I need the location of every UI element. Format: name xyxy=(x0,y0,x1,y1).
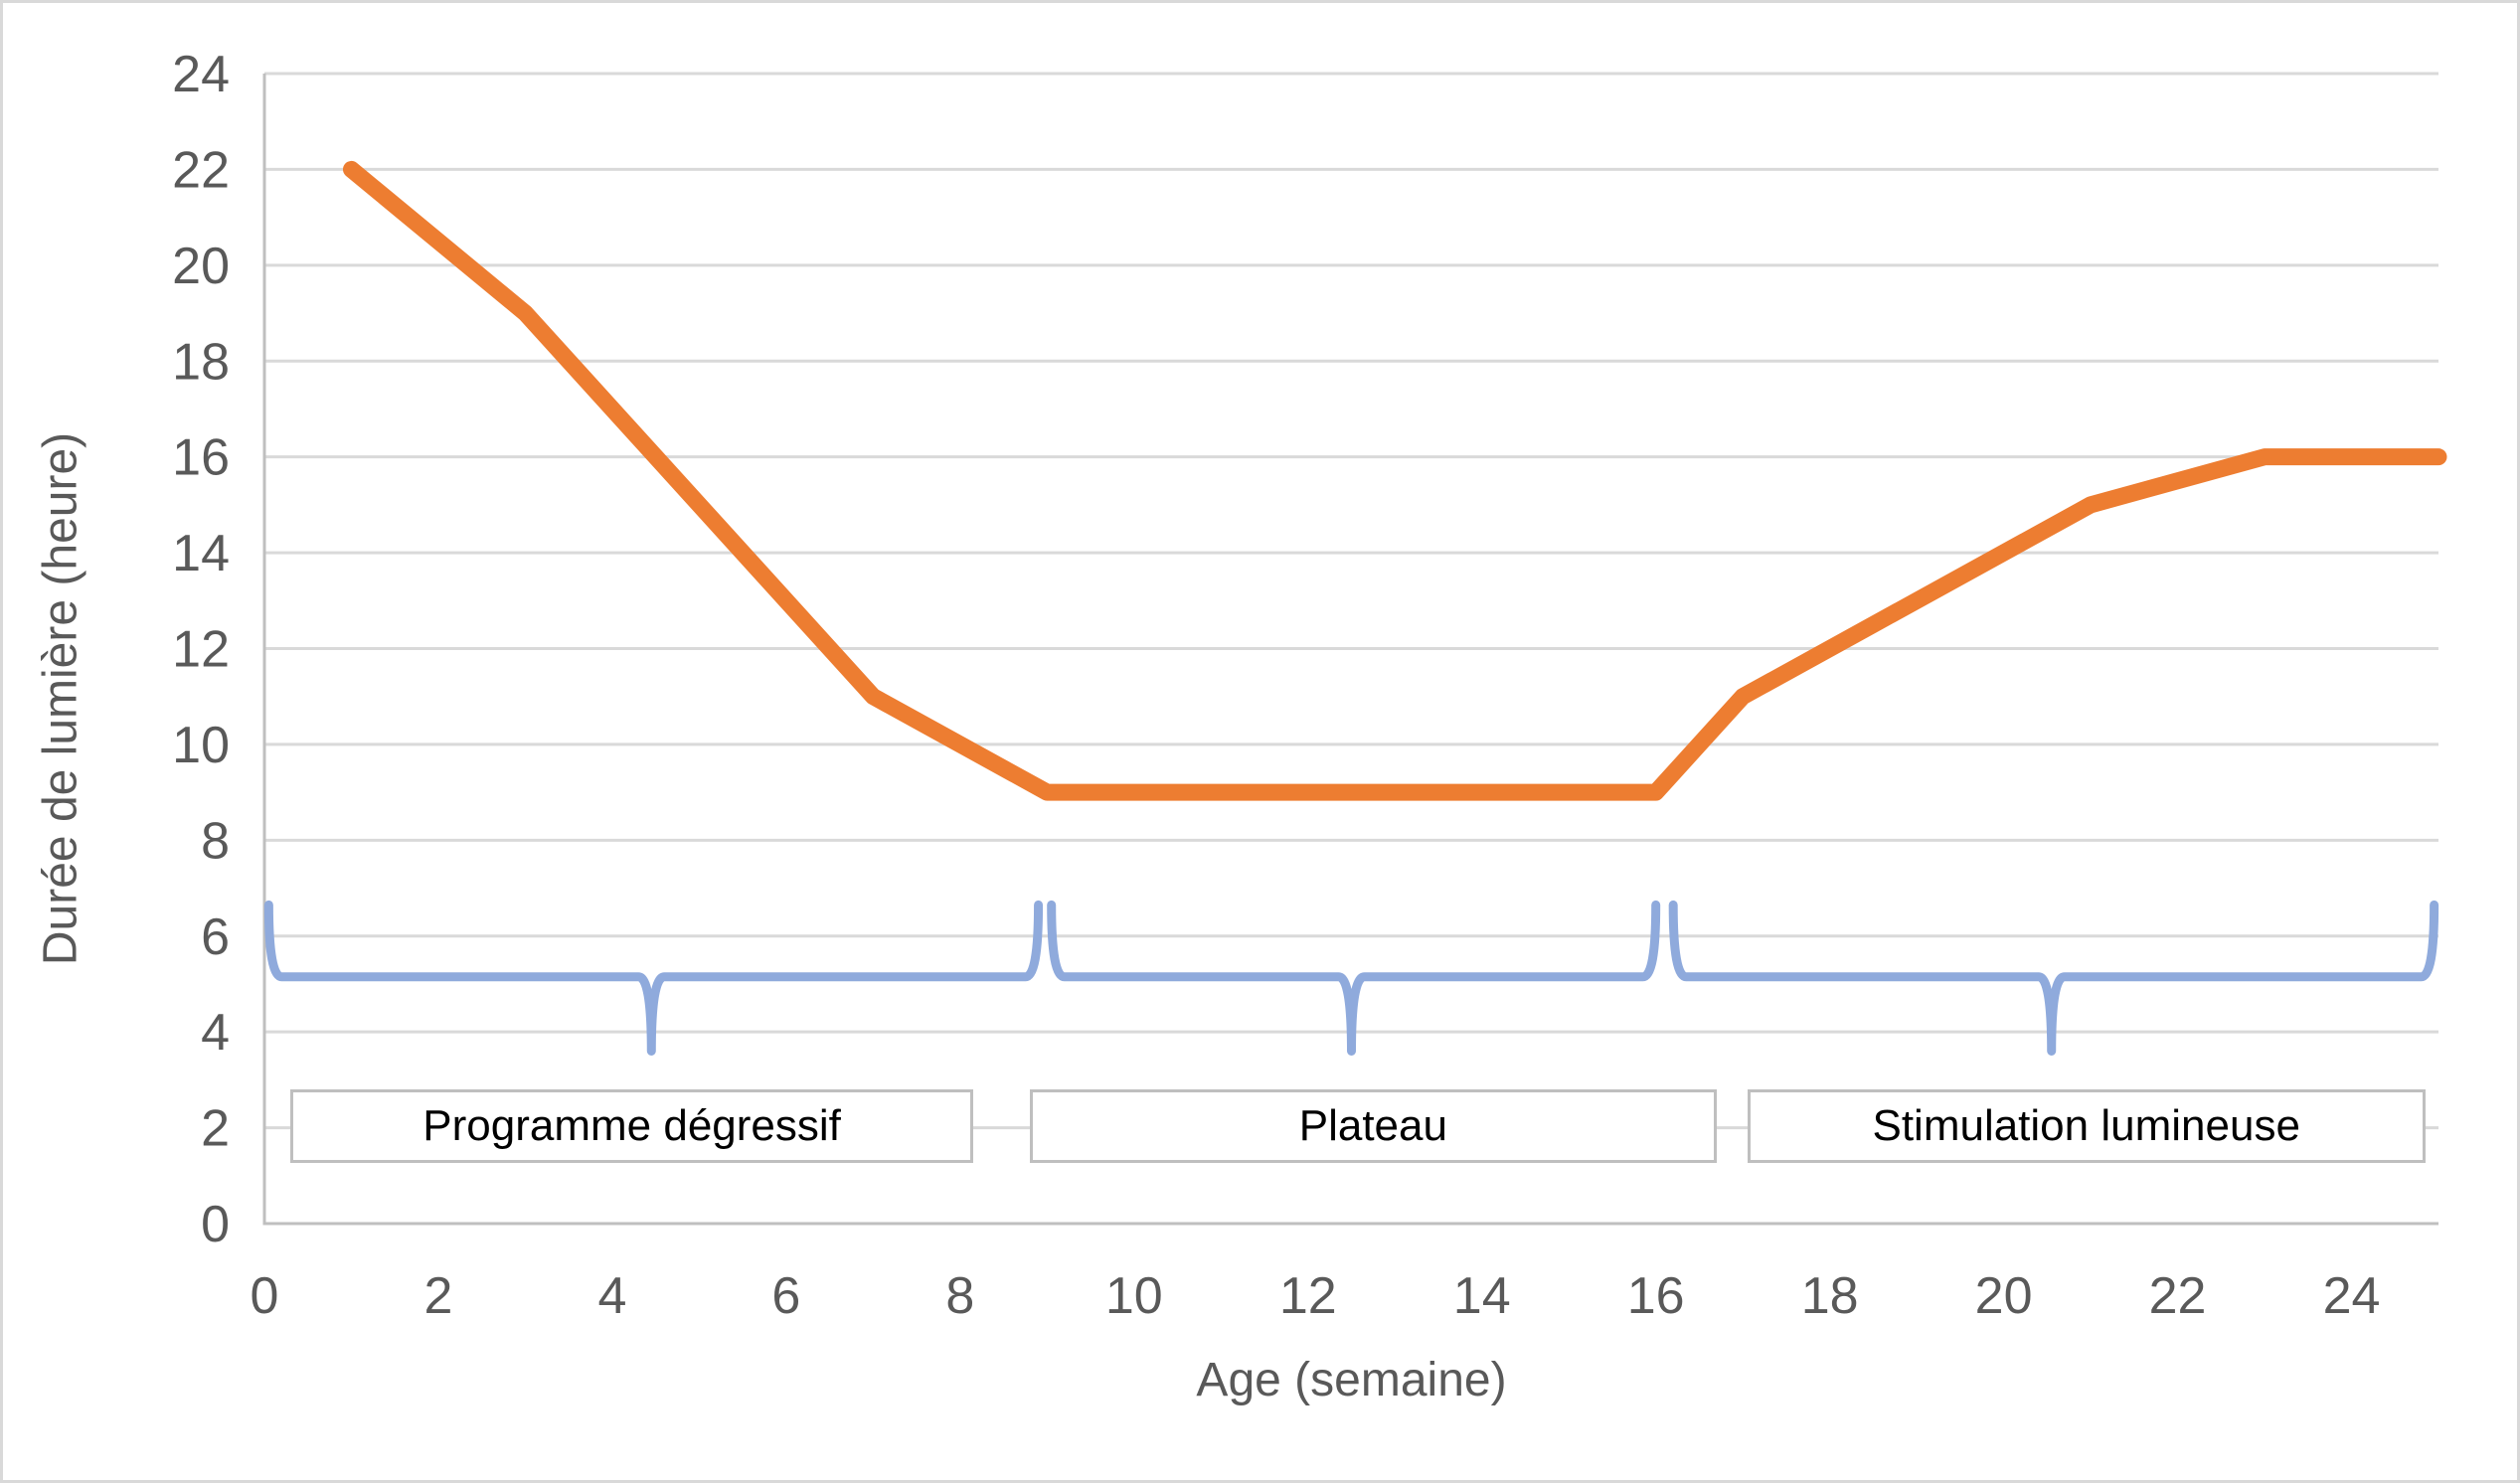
y-tick-label-20: 20 xyxy=(172,238,230,295)
x-tick-label-0: 0 xyxy=(251,1267,279,1325)
y-axis-title-text: Durée de lumière (heure) xyxy=(34,431,87,966)
phase-box-stimulation-lumineuse: Stimulation lumineuse xyxy=(1747,1089,2426,1164)
phase-brace-2 xyxy=(1668,900,2439,1056)
x-axis-title: Age (semaine) xyxy=(1196,1354,1507,1406)
y-tick-label-14: 14 xyxy=(172,525,230,582)
phase-box-plateau: Plateau xyxy=(1029,1089,1717,1164)
y-tick-label-6: 6 xyxy=(201,908,230,966)
y-tick-label-8: 8 xyxy=(201,812,230,870)
x-tick-label-16: 16 xyxy=(1627,1267,1685,1325)
phase-label: Stimulation lumineuse xyxy=(1872,1101,2300,1151)
phase-box-programme-degressif: Programme dégressif xyxy=(290,1089,973,1164)
x-tick-label-14: 14 xyxy=(1453,1267,1511,1325)
x-tick-label-6: 6 xyxy=(771,1267,800,1325)
phase-label: Programme dégressif xyxy=(422,1101,841,1151)
x-tick-label-10: 10 xyxy=(1105,1267,1163,1325)
phase-brace-0 xyxy=(263,900,1044,1056)
y-tick-label-12: 12 xyxy=(172,621,230,679)
y-tick-label-18: 18 xyxy=(172,333,230,391)
y-tick-label-22: 22 xyxy=(172,141,230,199)
x-tick-label-8: 8 xyxy=(945,1267,974,1325)
phase-label: Plateau xyxy=(1298,1101,1447,1151)
y-tick-label-4: 4 xyxy=(201,1004,230,1062)
y-tick-label-16: 16 xyxy=(172,429,230,487)
series-line-0 xyxy=(342,160,2447,801)
x-tick-label-22: 22 xyxy=(2149,1267,2207,1325)
y-tick-label-0: 0 xyxy=(201,1196,230,1253)
x-tick-label-20: 20 xyxy=(1975,1267,2033,1325)
y-tick-label-2: 2 xyxy=(201,1100,230,1158)
x-tick-label-12: 12 xyxy=(1279,1267,1337,1325)
x-tick-label-4: 4 xyxy=(597,1267,626,1325)
x-tick-label-18: 18 xyxy=(1801,1267,1859,1325)
x-tick-label-24: 24 xyxy=(2323,1267,2381,1325)
x-tick-label-2: 2 xyxy=(423,1267,452,1325)
y-tick-label-24: 24 xyxy=(172,46,230,103)
y-tick-label-10: 10 xyxy=(172,717,230,774)
phase-brace-1 xyxy=(1047,900,1661,1056)
